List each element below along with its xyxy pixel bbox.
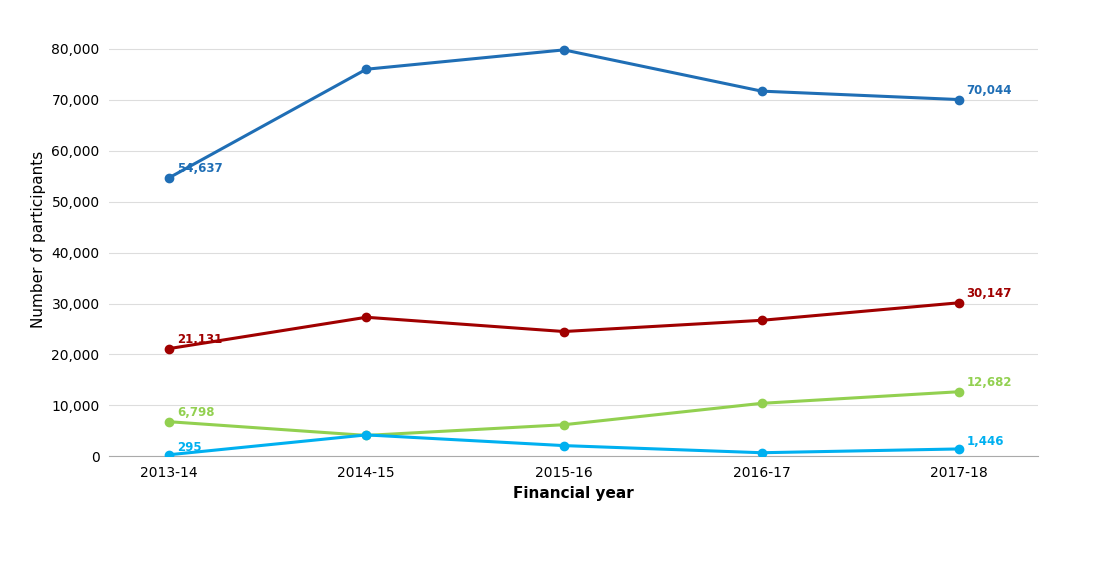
Text: 21,131: 21,131 [177, 333, 222, 346]
Text: 54,637: 54,637 [177, 163, 223, 176]
Text: 12,682: 12,682 [966, 376, 1012, 389]
Y-axis label: Number of participants: Number of participants [31, 152, 46, 328]
Text: 6,798: 6,798 [177, 406, 214, 419]
Text: 30,147: 30,147 [966, 287, 1012, 300]
Text: 70,044: 70,044 [966, 84, 1012, 97]
X-axis label: Financial year: Financial year [514, 486, 634, 501]
Text: 295: 295 [177, 441, 201, 453]
Text: 1,446: 1,446 [966, 435, 1003, 448]
